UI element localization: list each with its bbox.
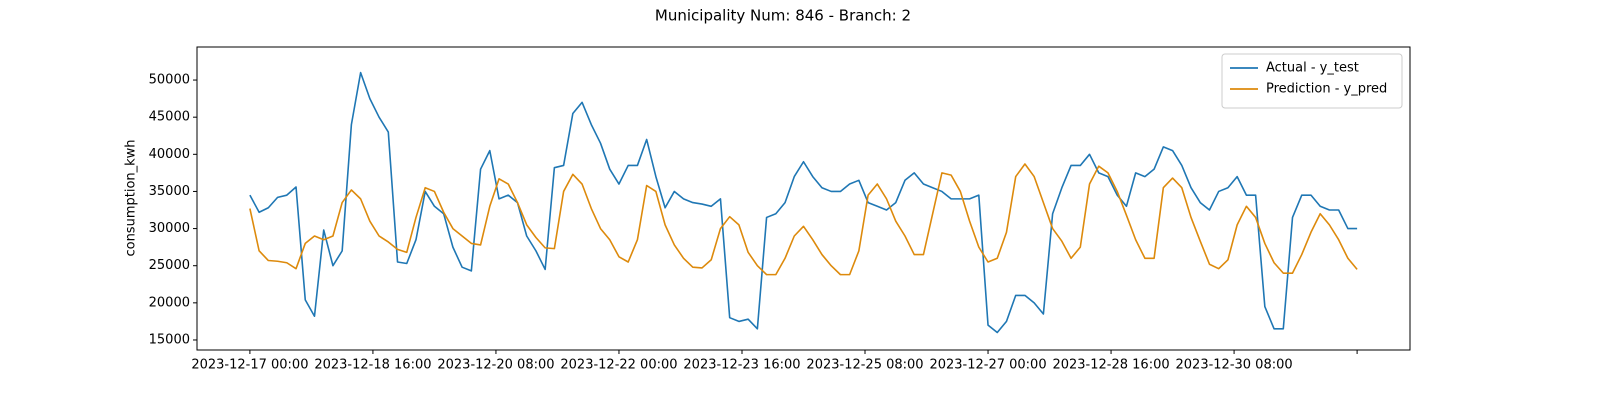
x-tick-label: 2023-12-18 16:00 xyxy=(314,358,431,373)
x-tick-label: 2023-12-27 00:00 xyxy=(929,358,1046,373)
series-line xyxy=(249,163,1358,276)
y-tick-label: 45000 xyxy=(149,110,190,125)
y-tick-label: 25000 xyxy=(149,258,190,273)
legend-box xyxy=(1221,53,1403,109)
y-tick-label: 30000 xyxy=(149,221,190,236)
y-tick-label: 40000 xyxy=(149,147,190,162)
y-tick-label: 20000 xyxy=(149,295,190,310)
legend-label: Actual - y_test xyxy=(1266,61,1359,76)
x-tick-label: 2023-12-17 00:00 xyxy=(191,358,308,373)
x-tick-label: 2023-12-23 16:00 xyxy=(683,358,800,373)
series-line xyxy=(249,71,1358,334)
legend: Actual - y_test Prediction - y_pred xyxy=(1221,53,1403,109)
plot-frame xyxy=(196,46,1411,351)
chart-title: Municipality Num: 846 - Branch: 2 xyxy=(655,7,911,25)
y-axis-label: consumption_kwh xyxy=(124,139,139,256)
legend-label: Prediction - y_pred xyxy=(1266,82,1387,97)
x-tick-label: 2023-12-28 16:00 xyxy=(1052,358,1169,373)
x-tick-label: 2023-12-22 00:00 xyxy=(560,358,677,373)
x-tick-label: 2023-12-30 08:00 xyxy=(1176,358,1293,373)
y-tick-label: 15000 xyxy=(149,332,190,347)
x-tick-label: 2023-12-20 08:00 xyxy=(437,358,554,373)
x-tick-label: 2023-12-25 08:00 xyxy=(806,358,923,373)
y-tick-label: 35000 xyxy=(149,184,190,199)
y-tick-label: 50000 xyxy=(149,73,190,88)
